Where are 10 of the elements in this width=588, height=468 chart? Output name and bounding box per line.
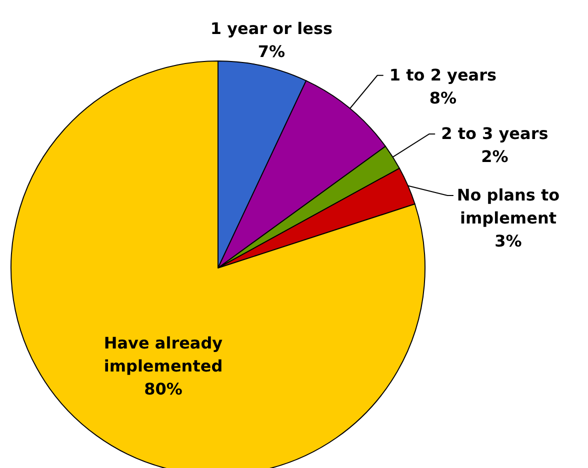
data-label: 2% [481,147,508,166]
data-label: 7% [258,42,286,61]
slice-label: 1 year or less [210,18,332,38]
slice-label: No plans to implement [456,186,560,228]
data-label: 3% [494,232,522,251]
slice-label: Have already implemented [104,333,224,376]
data-label: 8% [429,88,457,108]
slice-label: 2 to 3 years [441,124,548,144]
data-label: 80% [144,379,182,398]
slice-label: 1 to 2 years [389,65,497,84]
